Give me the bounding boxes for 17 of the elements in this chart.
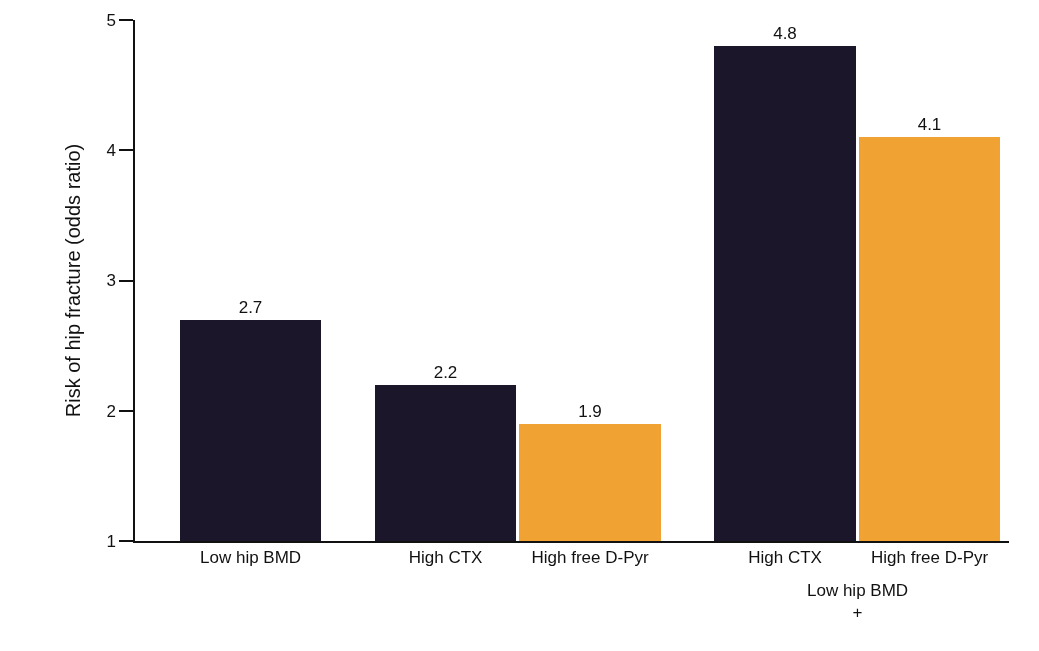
x-tick-label: High free D-Pyr bbox=[531, 548, 649, 568]
text: Low hip BMD + bbox=[807, 581, 909, 623]
x-tick-label: Low hip BMD bbox=[200, 548, 302, 568]
x-tick-label: High free D-Pyr bbox=[870, 548, 989, 568]
data-label: 4.8 bbox=[773, 24, 797, 43]
x-tick-label: High CTX bbox=[408, 548, 483, 568]
x-tick-label: High CTX bbox=[748, 548, 822, 568]
data-label: 2.7 bbox=[238, 298, 263, 317]
y-tick-label: 3 bbox=[106, 271, 116, 291]
y-tick-label: 4 bbox=[106, 141, 116, 161]
data-label: 1.9 bbox=[578, 402, 602, 421]
data-label: 4.1 bbox=[917, 115, 942, 134]
y-tick-label: 2 bbox=[106, 401, 116, 421]
y-tick-label: 5 bbox=[106, 10, 116, 30]
y-tick-label: 1 bbox=[106, 531, 116, 551]
y-axis-title: Risk of hip fracture (odds ratio) bbox=[62, 143, 85, 418]
data-label: 2.2 bbox=[433, 363, 458, 382]
